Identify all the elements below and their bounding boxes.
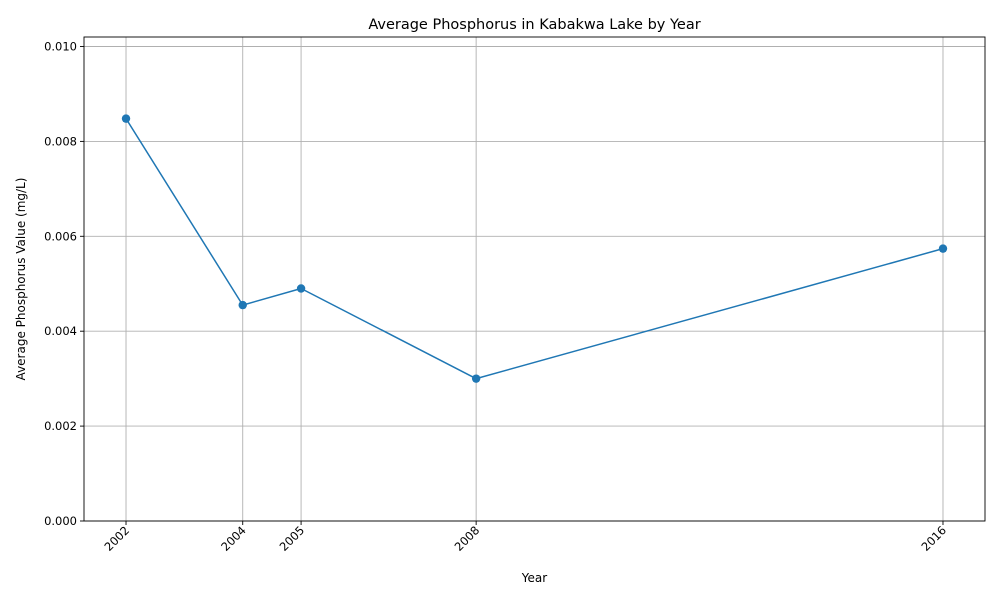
y-tick-label: 0.000	[44, 514, 77, 528]
y-tick-label: 0.008	[44, 134, 77, 148]
y-axis: 0.000 0.002 0.004 0.006 0.008 0.010	[44, 39, 84, 528]
plot-area-frame	[83, 36, 986, 522]
chart-title: Average Phosphorus in Kabakwa Lake by Ye…	[368, 17, 700, 33]
data-point	[471, 374, 481, 383]
y-tick-label: 0.006	[44, 229, 77, 243]
data-point	[121, 114, 131, 123]
y-tick-label: 0.002	[44, 419, 77, 433]
y-tick-label: 0.010	[44, 39, 77, 53]
y-axis-label: Average Phosphorus Value (mg/L)	[14, 178, 28, 381]
data-point	[938, 244, 948, 253]
data-point	[238, 300, 247, 310]
y-tick-label: 0.004	[44, 324, 77, 338]
series-layer	[121, 114, 948, 383]
grid	[84, 37, 985, 522]
x-axis-label: Year	[521, 571, 547, 585]
data-point	[296, 284, 306, 293]
